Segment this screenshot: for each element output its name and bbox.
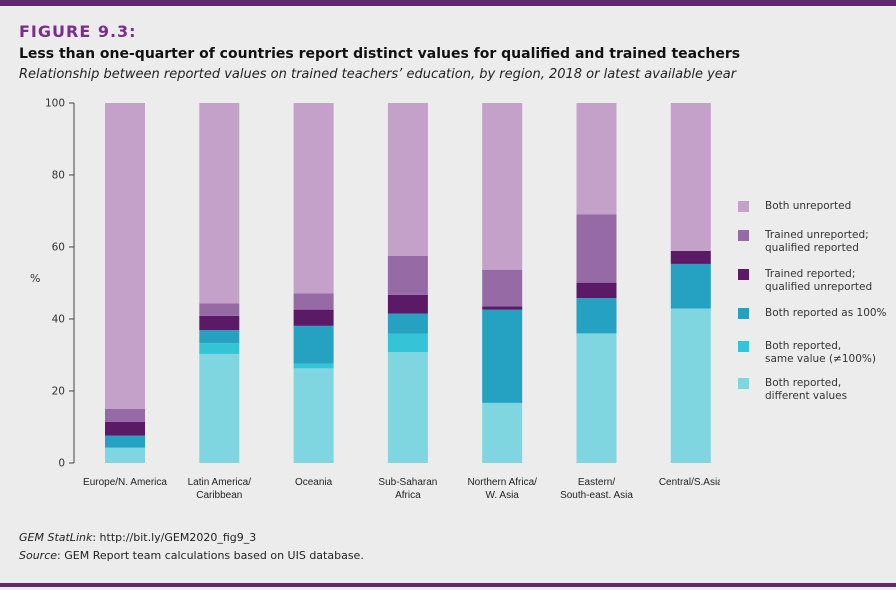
bar-segment: [293, 325, 334, 364]
bar-segment: [482, 103, 523, 270]
bar-segment: [199, 330, 240, 344]
y-tick-label: 80: [52, 170, 65, 182]
legend-swatch: [738, 230, 749, 241]
bar-segment: [105, 447, 145, 463]
bar-segment: [199, 303, 240, 316]
bar-segment: [199, 343, 240, 354]
bar-segment: [670, 263, 711, 309]
legend-label: Both reported as 100%: [765, 307, 887, 319]
figure-label: FIGURE 9.3:: [19, 22, 137, 41]
y-axis-label: %: [30, 272, 41, 285]
bar-segment: [670, 250, 711, 264]
bar-segment: [482, 309, 523, 403]
bar-segment: [670, 103, 711, 251]
x-tick-label: Central/S.Asia: [659, 477, 720, 488]
bar-segment: [576, 103, 617, 215]
bar-segment: [482, 306, 523, 310]
bar-segment: [199, 315, 240, 331]
y-tick-label: 0: [58, 458, 65, 470]
bar-segment: [105, 421, 145, 436]
top-border: [0, 0, 896, 6]
bar-segment: [576, 282, 617, 299]
legend-label: Both reported, different values: [765, 377, 848, 402]
x-tick-label: Europe/N. America: [83, 477, 167, 488]
bar-segment: [576, 333, 617, 463]
bar-segment: [387, 256, 428, 295]
legend-label: Trained reported; qualified unreported: [765, 268, 873, 293]
y-tick-label: 100: [45, 98, 65, 110]
bar-segment: [482, 402, 523, 463]
bar-segment: [105, 435, 145, 448]
legend-swatch: [738, 269, 749, 280]
bar-segment: [293, 363, 334, 369]
bar-segment: [482, 269, 523, 307]
bar-segment: [387, 313, 428, 334]
bar-segment: [293, 103, 334, 294]
bar-segment: [387, 294, 428, 314]
y-tick-label: 40: [52, 314, 65, 326]
y-tick-label: 20: [52, 386, 65, 398]
x-tick-label: Sub-Saharan Africa: [378, 477, 437, 501]
legend-label: Trained unreported; qualified reported: [765, 229, 869, 254]
bar-segment: [387, 333, 428, 353]
legend-label: Both reported, same value (≠100%): [765, 340, 876, 365]
source-note: Source: GEM Report team calculations bas…: [19, 549, 364, 562]
legend-swatch: [738, 308, 749, 319]
bar-segment: [105, 409, 145, 422]
bar-segment: [293, 293, 334, 310]
bar-segment: [670, 308, 711, 463]
bar-segment: [576, 214, 617, 283]
x-tick-label: Latin America/Caribbean: [188, 477, 252, 501]
chart-subtitle: Relationship between reported values on …: [19, 67, 737, 82]
bottom-border: [0, 583, 896, 587]
bar-segment: [105, 103, 145, 409]
bar-segment: [576, 298, 617, 334]
statlink: GEM StatLink: http://bit.ly/GEM2020_fig9…: [19, 531, 257, 544]
legend-swatch: [738, 341, 749, 352]
x-tick-label: Northern Africa/W. Asia: [467, 477, 537, 501]
bar-segment: [199, 103, 240, 304]
bar-segment: [293, 368, 334, 463]
legend-swatch: [738, 378, 749, 389]
bar-segment: [293, 309, 334, 326]
x-tick-label: Oceania: [295, 477, 333, 488]
bar-segment: [387, 352, 428, 463]
x-tick-label: Eastern/South-east. Asia: [560, 477, 633, 501]
bar-segment: [387, 103, 428, 256]
chart-title: Less than one-quarter of countries repor…: [19, 46, 741, 62]
legend-swatch: [738, 201, 749, 212]
stacked-bar-chart: 0 20 40 60 80 100 Europe/N. America Latin Ameri…: [45, 98, 720, 502]
y-tick-label: 60: [52, 242, 65, 254]
bar-segment: [199, 353, 240, 463]
legend-label: Both unreported: [765, 200, 852, 212]
